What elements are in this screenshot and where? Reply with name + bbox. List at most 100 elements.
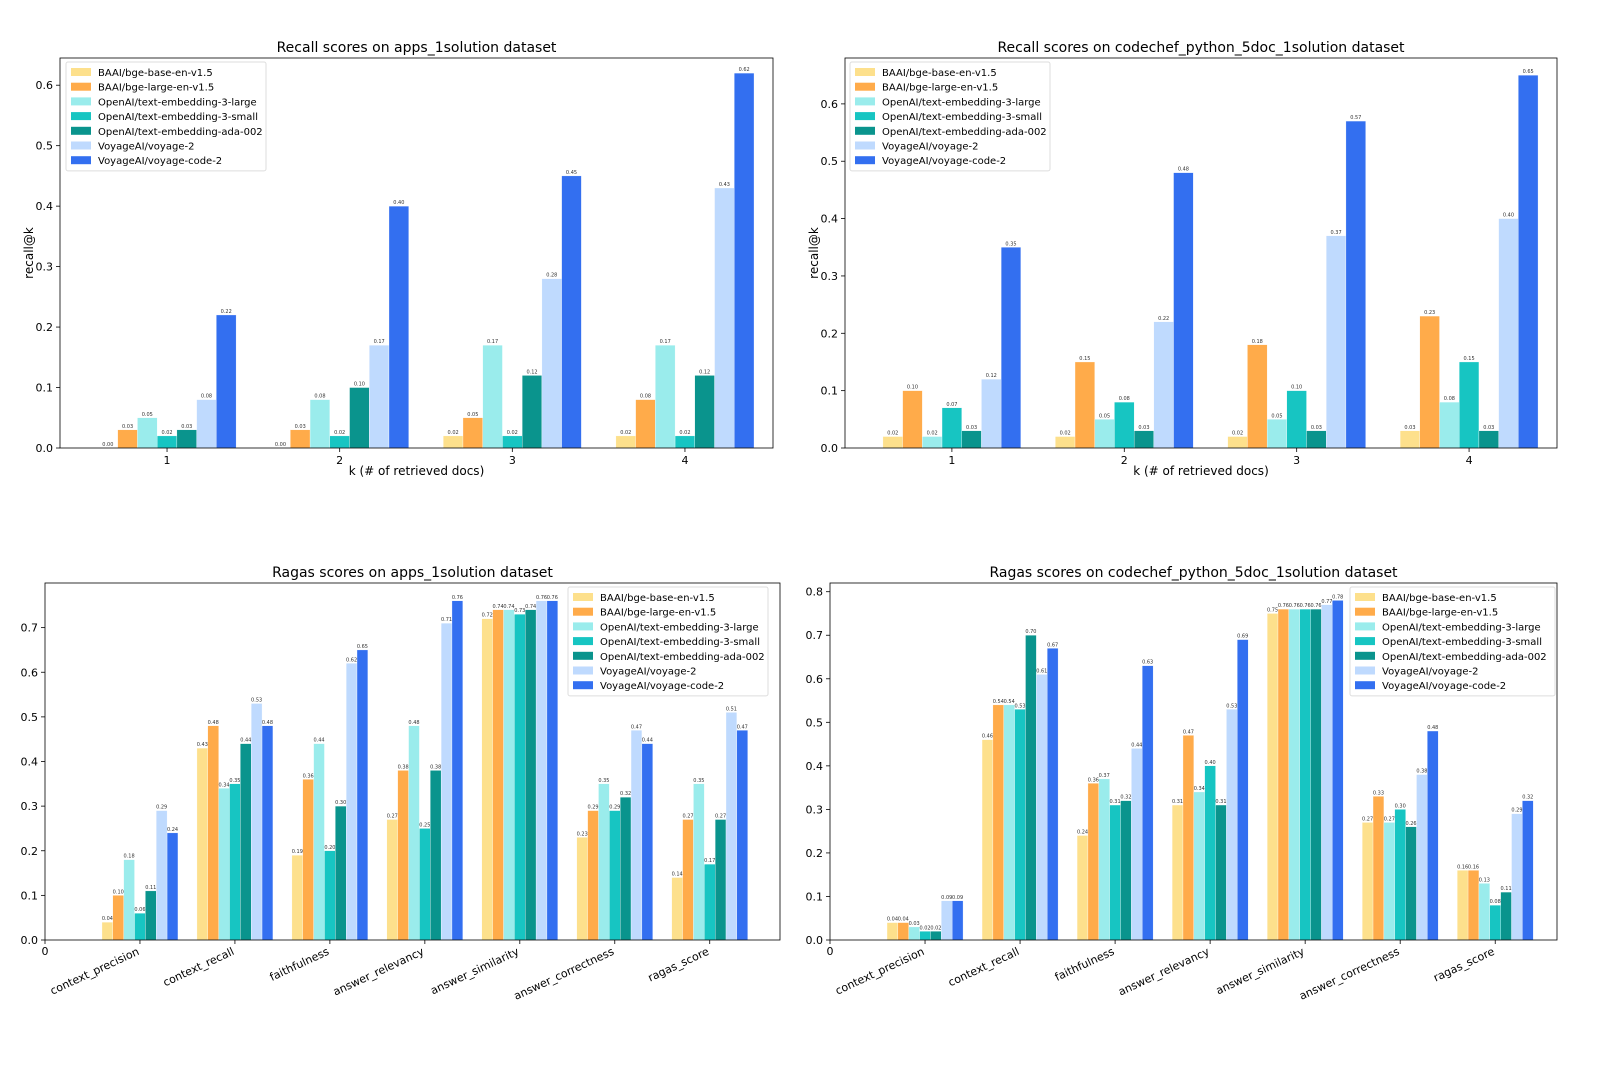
legend-label: VoyageAI/voyage-2 bbox=[600, 667, 696, 678]
bar-value-label: 0.08 bbox=[1119, 396, 1130, 402]
legend-label: VoyageAI/voyage-code-2 bbox=[600, 681, 724, 692]
bar-value-label: 0.47 bbox=[1183, 729, 1194, 735]
x-tick-label: answer_correctness bbox=[1297, 945, 1401, 1003]
bar-value-label: 0.27 bbox=[715, 814, 726, 820]
y-tick-label: 0.6 bbox=[806, 673, 824, 686]
chart-1: Recall scores on apps_1solution dataset 0… bbox=[22, 40, 774, 478]
bar-value-label: 0.02 bbox=[887, 431, 898, 437]
bar-value-label: 0.35 bbox=[693, 778, 704, 784]
y-tick-label: 0.3 bbox=[36, 261, 54, 274]
legend-frame bbox=[849, 61, 1051, 172]
y-tick-label: 0.0 bbox=[821, 442, 839, 455]
bar bbox=[1286, 390, 1307, 449]
legend-swatch bbox=[573, 607, 593, 616]
x-tick-label: 3 bbox=[1293, 454, 1300, 467]
bar-value-label: 0.24 bbox=[1077, 830, 1088, 836]
bar bbox=[725, 712, 738, 941]
bar-value-label: 0.36 bbox=[303, 773, 314, 779]
bar bbox=[440, 623, 453, 941]
bar-value-label: 0.02 bbox=[679, 430, 690, 436]
bar-value-label: 0.53 bbox=[251, 697, 262, 703]
x-tick-label: 3 bbox=[509, 454, 516, 467]
bar bbox=[1362, 822, 1374, 941]
x-tick-label: 1 bbox=[948, 454, 955, 467]
x-tick-label: answer_relevancy bbox=[1116, 945, 1212, 999]
legend-swatch bbox=[1355, 666, 1375, 675]
bar bbox=[941, 900, 953, 941]
x-tick-label: ragas_score bbox=[1431, 945, 1496, 985]
bar-value-label: 0.34 bbox=[218, 782, 229, 788]
bar bbox=[117, 429, 138, 449]
bar bbox=[462, 417, 483, 449]
x-tick-label: context_precision bbox=[833, 945, 926, 998]
bar-value-label: 0.02 bbox=[927, 431, 938, 437]
legend-label: OpenAI/text-embedding-3-large bbox=[600, 622, 759, 633]
bar bbox=[615, 435, 636, 449]
bar-value-label: 0.77 bbox=[1321, 599, 1332, 605]
y-tick-label: 0.0 bbox=[36, 442, 54, 455]
y-tick-label: 0.0 bbox=[806, 934, 824, 947]
x-tick-label: 0 bbox=[42, 945, 49, 958]
legend-swatch bbox=[71, 112, 91, 121]
legend-label: VoyageAI/voyage-2 bbox=[882, 142, 978, 153]
x-tick-label: 1 bbox=[164, 454, 171, 467]
bar-value-label: 0.03 bbox=[122, 424, 133, 430]
bar-value-label: 0.17 bbox=[660, 339, 671, 345]
bar-value-label: 0.09 bbox=[941, 895, 952, 901]
bar bbox=[290, 429, 311, 449]
bar-value-label: 0.76 bbox=[547, 595, 558, 601]
bar-value-label: 0.03 bbox=[1138, 425, 1149, 431]
bar bbox=[1193, 791, 1205, 941]
y-tick-label: 0.2 bbox=[21, 845, 39, 858]
axes-frame bbox=[829, 582, 1558, 941]
bar-value-label: 0.19 bbox=[292, 849, 303, 855]
bar bbox=[1326, 235, 1347, 449]
bar bbox=[1000, 247, 1021, 449]
bar-value-label: 0.48 bbox=[408, 720, 419, 726]
bar bbox=[397, 770, 409, 941]
bar bbox=[356, 649, 369, 941]
bar-value-label: 0.11 bbox=[145, 885, 156, 891]
bar-value-label: 0.32 bbox=[1522, 795, 1533, 801]
legend-swatch bbox=[855, 112, 875, 121]
bar-value-label: 0.03 bbox=[295, 424, 306, 430]
bar bbox=[503, 609, 515, 941]
bar bbox=[112, 895, 124, 941]
bar bbox=[1394, 809, 1406, 941]
bar-value-label: 0.13 bbox=[1479, 877, 1490, 883]
bar bbox=[1478, 883, 1490, 941]
bar bbox=[587, 810, 599, 941]
bar bbox=[313, 743, 325, 941]
bar-value-label: 0.27 bbox=[682, 814, 693, 820]
legend-swatch bbox=[71, 141, 91, 150]
bar bbox=[1076, 835, 1089, 941]
bar-value-label: 0.46 bbox=[982, 734, 993, 740]
legend-label: BAAI/bge-base-en-v1.5 bbox=[1382, 593, 1497, 604]
bar-value-label: 0.03 bbox=[181, 424, 192, 430]
chart-title: Ragas scores on apps_1solution dataset bbox=[272, 565, 553, 581]
legend-swatch bbox=[1355, 622, 1375, 631]
bar-value-label: 0.25 bbox=[419, 822, 430, 828]
bar bbox=[1036, 674, 1048, 941]
bar bbox=[1109, 804, 1121, 941]
bar-value-label: 0.03 bbox=[1483, 425, 1494, 431]
bar-value-label: 0.04 bbox=[102, 916, 113, 922]
bar bbox=[1014, 709, 1026, 941]
x-tick-label: 4 bbox=[1466, 454, 1473, 467]
bar bbox=[482, 345, 503, 449]
chart-title: Recall scores on apps_1solution dataset bbox=[277, 40, 557, 56]
bar-value-label: 0.37 bbox=[1099, 773, 1110, 779]
legend-label: OpenAI/text-embedding-ada-002 bbox=[1382, 652, 1547, 663]
bar bbox=[620, 797, 632, 941]
bar bbox=[1133, 430, 1154, 449]
bar bbox=[1405, 826, 1417, 941]
bar-value-label: 0.05 bbox=[1099, 413, 1110, 419]
bar bbox=[335, 805, 347, 941]
bar-value-label: 0.76 bbox=[1310, 603, 1321, 609]
bar-value-label: 0.02 bbox=[334, 430, 345, 436]
bar-value-label: 0.75 bbox=[1267, 607, 1278, 613]
bar bbox=[886, 922, 899, 941]
bar bbox=[1153, 321, 1174, 449]
chart-2: Recall scores on codechef_python_5doc_1s… bbox=[807, 40, 1558, 478]
bar-value-label: 0.03 bbox=[1311, 425, 1322, 431]
